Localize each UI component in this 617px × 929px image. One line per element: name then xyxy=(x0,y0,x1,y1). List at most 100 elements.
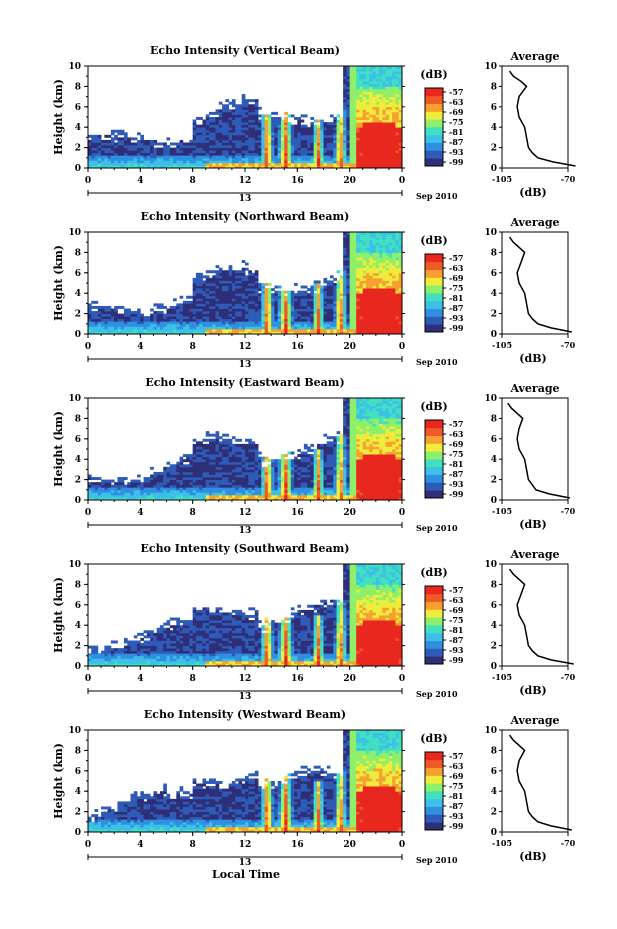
heatmap-cell xyxy=(202,137,207,141)
heatmap-cell xyxy=(356,328,360,332)
heatmap-cell xyxy=(91,160,95,164)
heatmap-cell xyxy=(225,114,230,118)
heatmap-cell xyxy=(352,147,357,151)
heatmap-cell xyxy=(382,145,387,148)
heatmap-cell xyxy=(349,265,354,269)
heatmap-cell xyxy=(209,451,213,455)
heatmap-cell xyxy=(245,139,249,143)
heatmap-cell xyxy=(346,157,351,161)
heatmap-cell xyxy=(189,454,194,458)
heatmap-cell xyxy=(333,132,337,136)
heatmap-cell xyxy=(382,101,387,105)
heatmap-cell xyxy=(267,132,272,136)
heatmap-cell xyxy=(297,331,301,335)
heatmap-cell xyxy=(303,290,308,294)
heatmap-cell xyxy=(97,482,102,486)
heatmap-cell xyxy=(195,283,200,286)
heatmap-cell xyxy=(326,303,331,307)
heatmap-cell xyxy=(91,489,95,493)
heatmap-cell xyxy=(326,331,331,335)
heatmap-cell xyxy=(176,147,180,151)
heatmap-cell xyxy=(127,482,131,486)
heatmap-cell xyxy=(241,298,246,302)
heatmap-cell xyxy=(153,157,158,161)
heatmap-cell xyxy=(163,489,167,493)
heatmap-cell xyxy=(248,272,252,276)
heatmap-cell xyxy=(326,157,331,161)
heatmap-cell xyxy=(182,305,187,309)
heatmap-cell xyxy=(366,290,370,294)
heatmap-cell xyxy=(388,152,393,156)
heatmap-cell xyxy=(326,295,331,299)
heatmap-cell xyxy=(287,127,292,131)
heatmap-cell xyxy=(199,477,203,480)
heatmap-cell xyxy=(388,157,393,161)
heatmap-cell xyxy=(205,117,210,120)
heatmap-cell xyxy=(352,145,357,148)
heatmap-cell xyxy=(343,262,347,266)
heatmap-cell xyxy=(245,283,249,286)
heatmap-cell xyxy=(352,160,357,164)
heatmap-cell xyxy=(333,277,337,281)
heatmap-cell xyxy=(202,449,207,452)
heatmap-cell xyxy=(192,145,197,148)
heatmap-cell xyxy=(179,482,184,486)
heatmap-cell xyxy=(388,117,393,120)
heatmap-cell xyxy=(133,494,138,498)
heatmap-cell xyxy=(349,139,354,143)
heatmap-cell xyxy=(143,147,148,151)
heatmap-cell xyxy=(343,139,347,143)
heatmap-cell xyxy=(392,328,396,332)
heatmap-cell xyxy=(320,157,324,161)
heatmap-cell xyxy=(143,155,148,159)
heatmap-cell xyxy=(146,150,151,154)
heatmap-cell xyxy=(349,76,354,80)
heatmap-cell xyxy=(209,290,213,294)
heatmap-cell xyxy=(179,477,184,480)
heatmap-cell xyxy=(398,293,403,297)
heatmap-cell xyxy=(280,139,285,143)
heatmap-cell xyxy=(137,318,141,322)
heatmap-cell xyxy=(94,145,99,148)
heatmap-cell xyxy=(117,313,122,317)
heatmap-cell xyxy=(326,142,331,146)
heatmap-cell xyxy=(120,494,125,498)
heatmap-cell xyxy=(346,111,351,115)
x-tick-label: 0 xyxy=(399,342,405,352)
heatmap-cell xyxy=(117,155,122,159)
heatmap-cell xyxy=(228,438,233,442)
heatmap-cell xyxy=(369,262,373,266)
heatmap-cell xyxy=(359,331,364,335)
heatmap-cell xyxy=(343,254,347,258)
heatmap-cell xyxy=(352,81,357,85)
heatmap-cell xyxy=(349,109,354,113)
heatmap-cell xyxy=(159,487,164,491)
heatmap-cell xyxy=(300,311,305,314)
heatmap-cell xyxy=(94,147,99,151)
heatmap-cell xyxy=(297,323,301,327)
heatmap-cell xyxy=(195,145,200,148)
heatmap-cell xyxy=(356,326,360,330)
heatmap-cell xyxy=(258,155,262,159)
heatmap-cell xyxy=(225,469,230,473)
heatmap-cell xyxy=(267,139,272,143)
heatmap-cell xyxy=(231,305,236,309)
heatmap-cell xyxy=(241,99,246,103)
heatmap-cell xyxy=(379,76,383,80)
heatmap-cell xyxy=(231,280,236,284)
heatmap-cell xyxy=(228,277,233,281)
heatmap-cell xyxy=(382,71,387,75)
heatmap-cell xyxy=(369,249,373,253)
heatmap-cell xyxy=(333,150,337,154)
heatmap-cell xyxy=(251,308,256,312)
heatmap-cell xyxy=(366,165,370,169)
heatmap-cell xyxy=(264,142,269,146)
heatmap-cell xyxy=(146,484,151,488)
heatmap-cell xyxy=(346,132,351,136)
heatmap-cell xyxy=(209,293,213,297)
heatmap-cell xyxy=(392,145,396,148)
heatmap-cell xyxy=(307,305,311,309)
heatmap-cell xyxy=(343,137,347,141)
heatmap-cell xyxy=(395,298,400,302)
heatmap-cell xyxy=(215,431,220,435)
